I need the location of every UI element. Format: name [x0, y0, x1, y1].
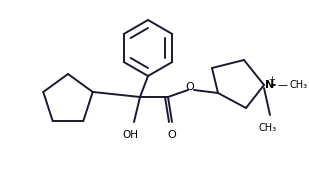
Text: N: N: [265, 80, 274, 90]
Text: O: O: [167, 130, 176, 140]
Text: +: +: [269, 74, 275, 83]
Text: CH₃: CH₃: [259, 123, 277, 133]
Text: O: O: [186, 82, 194, 92]
Text: OH: OH: [122, 130, 138, 140]
Text: —: —: [278, 80, 288, 90]
Text: CH₃: CH₃: [290, 80, 308, 90]
